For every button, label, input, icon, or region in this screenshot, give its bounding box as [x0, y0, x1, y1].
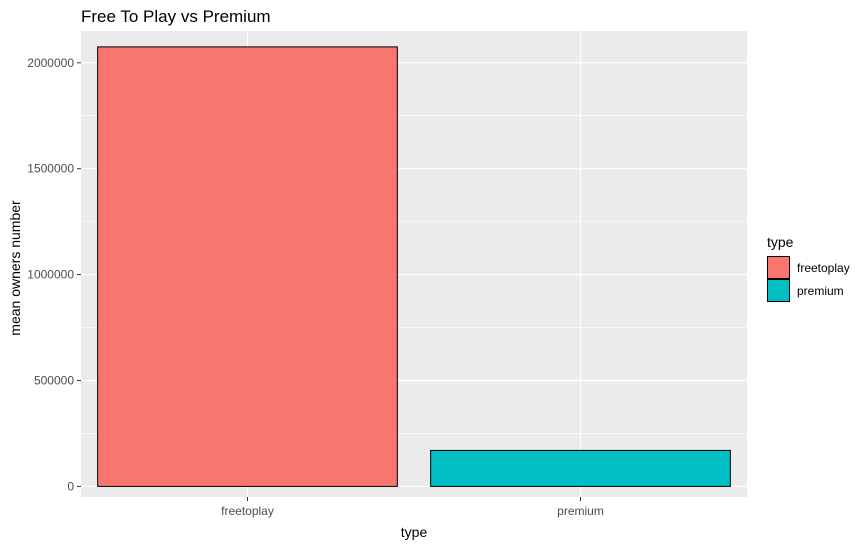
bar-freetoplay	[97, 46, 398, 487]
legend-items: freetoplay premium	[767, 256, 850, 302]
x-axis: freetoplay premium	[221, 497, 604, 518]
x-tick-label: freetoplay	[221, 504, 274, 518]
x-tick-label: premium	[557, 504, 604, 518]
legend-title: type	[767, 234, 794, 250]
legend: type freetoplay premium	[767, 234, 850, 302]
y-tick-label: 500000	[34, 374, 74, 388]
legend-key-premium	[767, 279, 790, 302]
y-tick-label: 2000000	[27, 56, 74, 70]
y-tick-label: 1500000	[27, 162, 74, 176]
legend-label: premium	[797, 284, 844, 298]
y-axis: 0 500000 1000000 1500000 2000000	[27, 56, 81, 493]
legend-key-freetoplay	[767, 256, 790, 279]
y-axis-title: mean owners number	[7, 200, 23, 336]
bars	[97, 46, 731, 487]
legend-label: freetoplay	[797, 261, 850, 275]
bar-premium	[430, 449, 731, 487]
y-tick-label: 0	[67, 479, 74, 493]
x-axis-title: type	[401, 524, 428, 540]
y-tick-label: 1000000	[27, 268, 74, 282]
chart-title: Free To Play vs Premium	[81, 7, 271, 26]
